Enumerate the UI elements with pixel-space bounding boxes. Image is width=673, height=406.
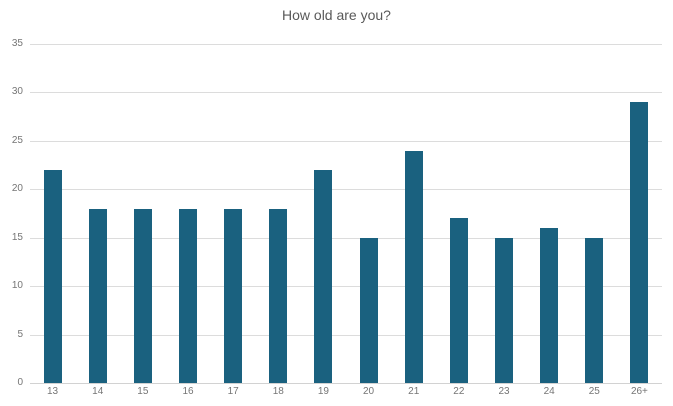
x-tick-label-24: 24 [543,386,555,397]
gridline-25 [30,140,662,142]
bar-25 [585,237,604,383]
y-tick-label-0: 0 [17,377,23,388]
x-axis-labels: 13 14 15 16 17 18 19 20 21 22 23 24 25 26+ [30,387,662,403]
bar-18 [269,208,288,383]
gridline-20 [30,189,662,191]
bar-15 [133,208,152,383]
y-tick-label-15: 15 [11,231,23,243]
x-tick-label-20: 20 [363,386,375,397]
x-tick-label-16: 16 [182,386,194,397]
x-tick-label-13: 13 [47,386,59,397]
gridline-10 [30,286,662,288]
x-tick-label-19: 19 [317,386,329,397]
y-tick-label-5: 5 [17,328,23,340]
bar-26+ [630,102,649,383]
bar-24 [540,228,559,383]
plot-area [30,44,662,384]
y-tick-label-20: 20 [11,183,23,195]
bar-21 [404,150,423,383]
x-tick-label-15: 15 [137,386,149,397]
bar-14 [88,208,107,383]
x-tick-label-21: 21 [408,386,420,397]
gridline-15 [30,237,662,239]
y-tick-label-25: 25 [11,134,23,146]
chart-title: How old are you? [282,7,391,23]
x-tick-label-17: 17 [227,386,239,397]
x-tick-label-14: 14 [92,386,104,397]
bar-22 [449,218,468,383]
bar-16 [179,208,197,383]
x-tick-label-22: 22 [453,386,465,397]
x-tick-label-23: 23 [498,386,510,397]
y-tick-label-10: 10 [11,280,23,292]
x-tick-label-18: 18 [272,386,284,397]
bar-17 [224,208,243,383]
bar-19 [314,169,333,383]
bar-23 [495,237,513,383]
y-tick-label-35: 35 [11,38,23,49]
bar-13 [43,169,62,383]
y-tick-label-30: 30 [11,86,23,98]
x-tick-label-26+: 26+ [630,386,648,397]
gridline-5 [30,334,662,336]
gridline-35 [30,44,662,45]
x-tick-label-25: 25 [588,386,600,397]
gridline-30 [30,92,662,94]
y-axis-labels: 0 5 10 15 20 25 30 35 [0,39,25,388]
gridline-0 [30,383,662,384]
bar-20 [359,237,378,383]
